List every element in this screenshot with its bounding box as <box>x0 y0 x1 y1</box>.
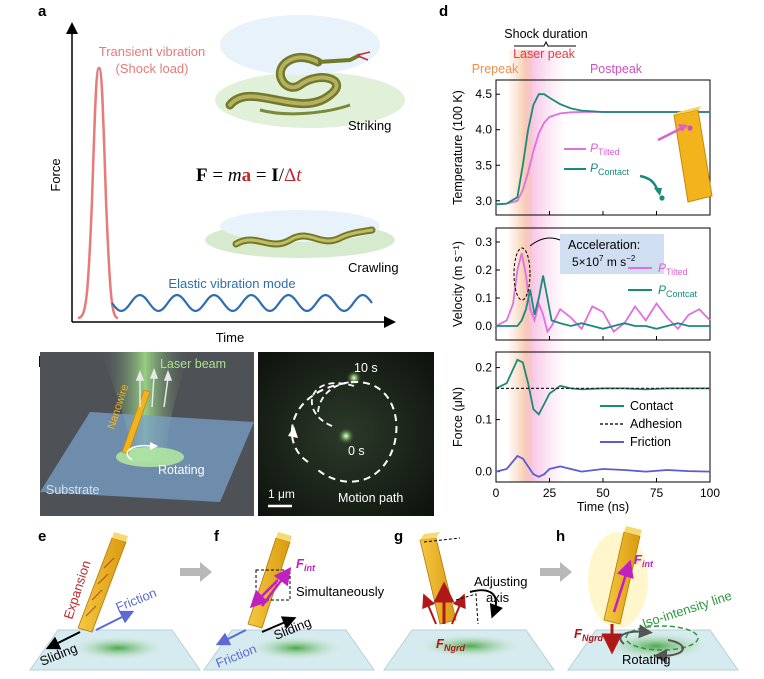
chart-1-ylabel: Velocity (m s⁻¹) <box>451 241 465 327</box>
chart-2-xtick-label-1: 25 <box>543 486 557 500</box>
elastic-vibration-label: Elastic vibration mode <box>168 276 295 291</box>
time-10s-label: 10 s <box>354 361 378 375</box>
snake-crawling-icon <box>205 210 395 258</box>
panel-letter-d: d <box>439 3 449 20</box>
f-int-h-label: Fint <box>634 552 654 569</box>
postpeak-label: Postpeak <box>590 62 643 76</box>
f-ngrd-g-label: FNgrd <box>436 636 465 653</box>
panel-letter-f: f <box>214 528 219 545</box>
legend-p-tilted: PTilted <box>590 141 620 157</box>
legend-p-contcat: PContcat <box>658 283 698 299</box>
chart-1-ytick-label-0: 0.0 <box>475 319 492 333</box>
elastic-wave-curve <box>111 293 373 313</box>
force-axis-label: Force <box>48 158 63 191</box>
motion-path-outer <box>291 380 398 483</box>
chart-2-ytick-label-1: 0.1 <box>475 413 492 427</box>
chart-0-ytick-label-0: 3.0 <box>475 194 492 208</box>
postpeak-band <box>532 50 565 482</box>
rotate-arrow-icon <box>150 442 158 450</box>
chart-2-ytick-label-0: 0.0 <box>475 465 492 479</box>
laser-peak-label: Laser peak <box>513 47 576 61</box>
panel-letter-e: e <box>38 528 47 545</box>
nanowire-b-icon <box>121 389 151 455</box>
iso-intensity-label: Iso-intensity line <box>640 588 733 631</box>
nanowire-icon <box>639 106 713 203</box>
substrate-label: Substrate <box>46 483 100 497</box>
chart-1-series-0 <box>495 252 711 334</box>
motion-path-label: Motion path <box>338 491 403 505</box>
snake-striking-icon <box>215 15 405 128</box>
legend-contact: Contact <box>630 399 674 413</box>
chart-0-ytick-label-2: 4.0 <box>475 123 492 137</box>
prepeak-band <box>508 50 526 482</box>
simultaneously-label: Simultaneously <box>296 584 385 599</box>
legend-p-contact: PContact <box>590 161 630 177</box>
panel-letter-g: g <box>394 528 404 545</box>
chart-0-ytick-label-1: 3.5 <box>475 158 492 172</box>
f-ngrd-h-label: FNgrd <box>574 626 603 643</box>
chart-2-ylabel: Force (μN) <box>451 387 465 447</box>
legend-adhesion: Adhesion <box>630 417 682 431</box>
rotating-label: Rotating <box>158 463 205 477</box>
transient-vibration-label: Transient vibration <box>99 44 205 59</box>
f-int-f-label: Fint <box>296 556 316 573</box>
chart-1-series-1 <box>496 275 710 330</box>
chart-2-xtick-label-2: 50 <box>596 486 610 500</box>
shock-peak-curve <box>77 66 119 320</box>
chart-2-series-0 <box>495 358 710 416</box>
chart-2-xtick-label-3: 75 <box>650 486 664 500</box>
scale-bar-label: 1 μm <box>268 487 295 501</box>
panel-d: 3.0 3.5 4.0 4.5 Temperature (100 K) 0.0 0.1 0.2… <box>451 27 720 514</box>
chart-1-ytick-label-1: 0.1 <box>475 291 492 305</box>
chart-2-ytick-label-2: 0.2 <box>475 361 492 375</box>
chart-xlabel: Time (ns) <box>577 500 629 514</box>
chart-2-xtick-label-4: 100 <box>700 486 720 500</box>
panel-b: Laser beam Nanowire Rotating Substrate <box>40 352 254 516</box>
chart-1-ytick-label-2: 0.2 <box>475 263 492 277</box>
striking-label: Striking <box>348 118 391 133</box>
shock-duration-label: Shock duration <box>504 27 587 41</box>
laser-beam-label: Laser beam <box>160 357 226 371</box>
time-axis-label: Time <box>216 330 244 345</box>
panel-letter-a: a <box>38 3 47 20</box>
panel-g-illustration: Adjusting axis FNgrd <box>383 532 555 671</box>
equation: F = ma = I/Δt <box>196 165 302 186</box>
axis-label: axis <box>486 590 510 605</box>
panel-a: Force Time Transient vibration (Shock lo… <box>48 15 405 345</box>
acceleration-value: 5×107 m s−2 <box>572 254 636 269</box>
friction-e-label: Friction <box>114 585 159 615</box>
panel-letter-h: h <box>556 528 566 545</box>
motion-path-inner <box>317 381 355 413</box>
next-arrow-icon-2 <box>540 562 572 582</box>
panel-e-illustration: Expansion Friction Sliding <box>29 532 201 671</box>
chart-2-series-2 <box>495 454 711 478</box>
next-arrow-icon <box>180 562 212 582</box>
panels-e-h: Expansion Friction Sliding Fint Simultan… <box>29 526 739 671</box>
legend-friction: Friction <box>630 435 671 449</box>
time-0s-label: 0 s <box>348 444 365 458</box>
chart-0-series-1 <box>495 93 710 206</box>
legend-p-tilted-2: PTilted <box>658 261 688 277</box>
crawling-label: Crawling <box>348 260 399 275</box>
chart-1-ytick-label-3: 0.3 <box>475 235 492 249</box>
prepeak-label: Prepeak <box>472 62 519 76</box>
panel-c: 10 s 0 s 1 μm Motion path <box>258 352 434 516</box>
panel-f-illustration: Fint Simultaneously Friction Sliding <box>203 532 385 671</box>
acceleration-label: Acceleration: <box>568 238 640 252</box>
adjusting-label: Adjusting <box>474 574 527 589</box>
chart-0-ylabel: Temperature (100 K) <box>451 90 465 205</box>
panel-h-illustration: Fint Iso-intensity line FNgrd Rotating <box>567 526 739 671</box>
path-arrow-icon <box>288 426 298 438</box>
chart-0-ytick-label-3: 4.5 <box>475 87 492 101</box>
shock-load-label: (Shock load) <box>116 61 189 76</box>
chart-2-xtick-label-0: 0 <box>493 486 500 500</box>
rotating-h-label: Rotating <box>622 652 670 667</box>
